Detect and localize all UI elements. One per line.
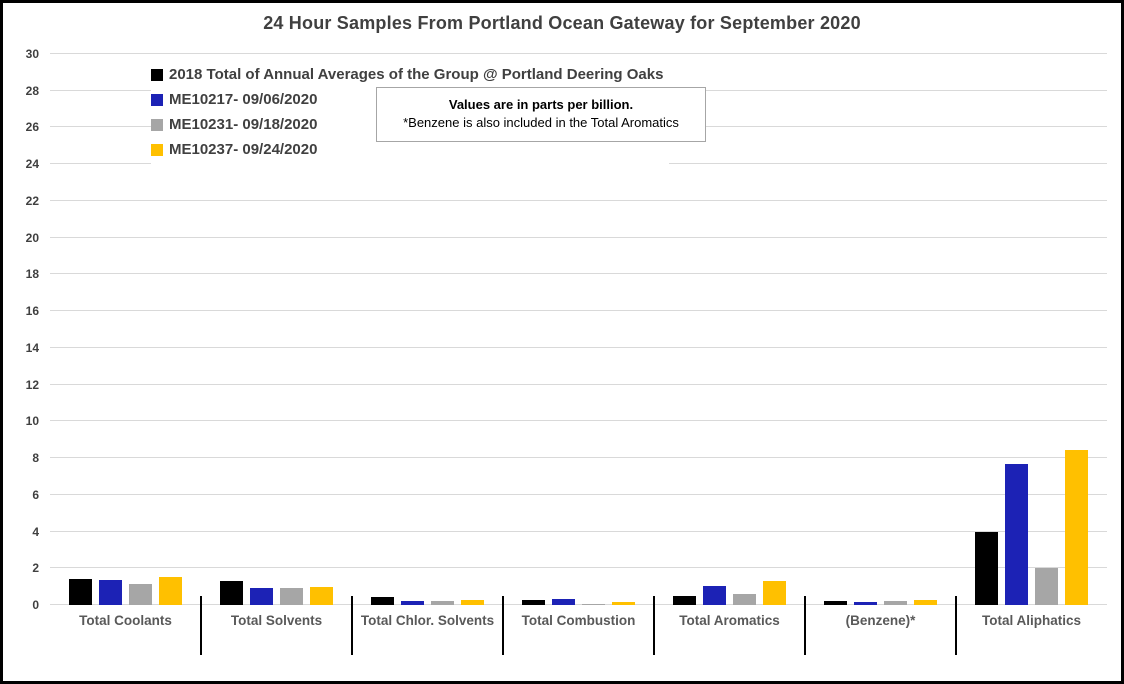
bar (1065, 449, 1088, 605)
bar (99, 580, 122, 605)
y-tick-label: 16 (25, 304, 39, 319)
gridline (50, 604, 1107, 605)
note-line-units: Values are in parts per billion. (448, 97, 634, 112)
bar (673, 595, 696, 605)
x-axis-category-label: (Benzene)* (845, 613, 916, 628)
category-separator (804, 596, 806, 655)
gridline (50, 236, 1107, 238)
legend-label: ME10231- 09/18/2020 (169, 116, 318, 133)
category-separator (351, 596, 353, 655)
gridline (50, 383, 1107, 385)
bar (1005, 463, 1028, 605)
y-tick-label: 2 (32, 561, 39, 576)
bar (250, 587, 273, 605)
bar (703, 585, 726, 605)
y-tick-label: 0 (32, 598, 39, 612)
gridline (50, 457, 1107, 459)
bar (280, 588, 303, 605)
bar (824, 601, 847, 605)
bar (884, 601, 907, 605)
bar-group (805, 54, 957, 655)
gridline (50, 567, 1107, 569)
legend-swatch-icon (151, 118, 163, 131)
bar (1035, 568, 1058, 605)
category-separator (653, 596, 655, 655)
y-tick-label: 18 (25, 267, 39, 282)
x-axis-category-label: Total Coolants (79, 613, 172, 628)
bar-group (201, 54, 353, 655)
legend-label: 2018 Total of Annual Averages of the Gro… (169, 66, 664, 83)
note-line-benzene: *Benzene is also included in the Total A… (403, 115, 679, 130)
x-axis-category-label: Total Aromatics (679, 613, 780, 628)
y-tick-label: 6 (32, 487, 39, 502)
gridline (50, 310, 1107, 312)
y-axis: 0 2 4 6 8 10 12 14 16 18 20 22 24 26 28 30 (11, 47, 43, 612)
legend-swatch-icon (151, 143, 163, 156)
y-tick-label: 26 (25, 120, 39, 135)
bar (854, 602, 877, 605)
gridline (50, 53, 1107, 54)
y-tick-label: 4 (32, 524, 39, 539)
legend-item: 2018 Total of Annual Averages of the Gro… (151, 62, 663, 87)
bar (371, 596, 394, 605)
y-tick-label: 10 (25, 414, 39, 429)
y-tick-label: 22 (25, 193, 39, 208)
note-box: Values are in parts per billion. *Benzen… (376, 87, 706, 142)
x-axis-category-label: Total Combustion (521, 613, 636, 628)
bar-group (654, 54, 806, 655)
bar (975, 531, 998, 605)
bar-group (50, 54, 202, 655)
y-tick-label: 8 (32, 451, 39, 466)
gridline (50, 493, 1107, 495)
legend-label: ME10237- 09/24/2020 (169, 141, 318, 158)
x-axis-category-label: Total Solvents (230, 613, 323, 628)
bar (582, 604, 605, 605)
bar (401, 601, 424, 605)
bar-group (503, 54, 655, 655)
bar (159, 577, 182, 605)
category-separator (502, 596, 504, 655)
bar (69, 579, 92, 605)
bar (763, 581, 786, 605)
legend-item: ME10231- 09/18/2020 (151, 112, 663, 137)
category-separator (955, 596, 957, 655)
gridline (50, 273, 1107, 275)
legend-item: ME10237- 09/24/2020 (151, 137, 663, 162)
bar (733, 593, 756, 605)
bar (914, 599, 937, 605)
y-tick-label: 20 (25, 230, 39, 245)
bar (461, 599, 484, 605)
legend-label: ME10217- 09/06/2020 (169, 91, 318, 108)
bar (612, 602, 635, 605)
bar (431, 601, 454, 605)
bar-group (956, 54, 1107, 605)
bar (522, 599, 545, 605)
legend-item: ME10217- 09/06/2020 (151, 87, 663, 112)
legend-swatch-icon (151, 68, 163, 81)
x-axis-labels: Total Coolants Total Solvents Total Chlor.… (50, 613, 1107, 628)
y-tick-label: 12 (25, 377, 39, 392)
gridline (50, 346, 1107, 348)
bar (552, 598, 575, 605)
gridline (50, 420, 1107, 422)
y-tick-label: 24 (25, 157, 39, 172)
y-tick-label: 28 (25, 83, 39, 98)
x-axis-category-label: Total Chlor. Solvents (360, 613, 495, 628)
chart-title: 24 Hour Samples From Portland Ocean Gate… (263, 13, 861, 33)
bar-group (352, 54, 504, 655)
y-tick-label: 30 (25, 47, 39, 61)
x-axis-category-label: Total Aliphatics (981, 613, 1081, 628)
gridline (50, 199, 1107, 201)
legend-swatch-icon (151, 93, 163, 106)
gridline (50, 530, 1107, 532)
bar (220, 581, 243, 605)
category-separator (200, 596, 202, 655)
bar-groups-row (50, 54, 1107, 655)
bar (310, 586, 333, 605)
bar (129, 583, 152, 605)
y-tick-label: 14 (25, 340, 39, 355)
